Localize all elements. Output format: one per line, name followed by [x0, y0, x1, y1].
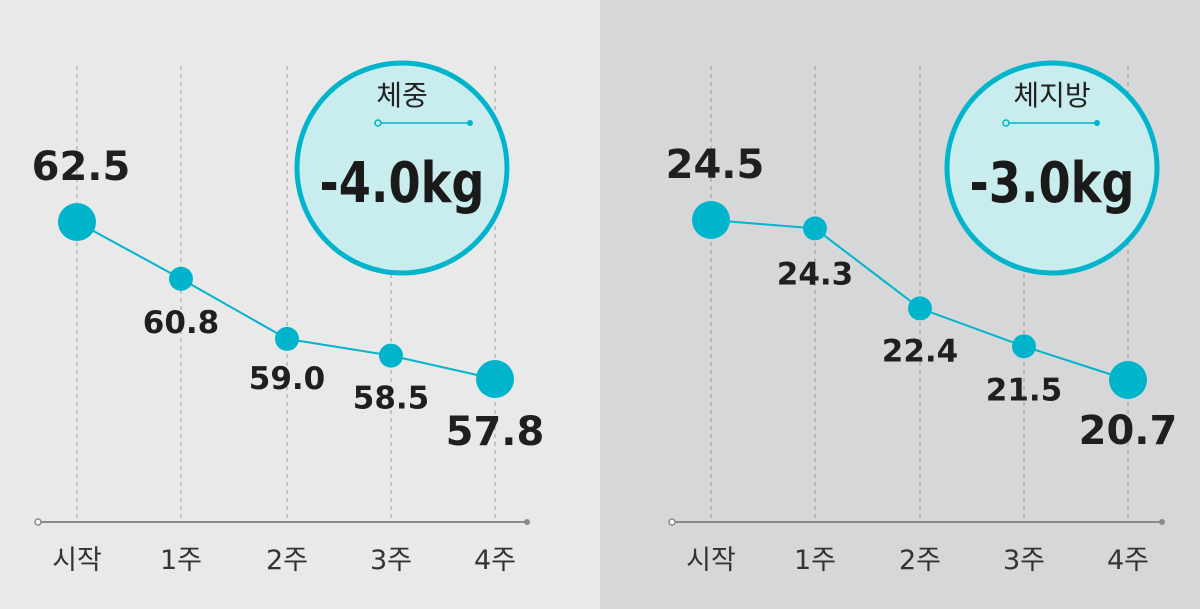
data-point	[692, 201, 730, 239]
x-axis-start-dot	[34, 518, 42, 526]
x-axis-end-dot	[524, 519, 530, 525]
badge-divider-end-dot	[1094, 120, 1100, 126]
body-fat-chart: 시작 1주 2주 3주 4주 24.5 24.3 22.4 21.5 20.7 체지방 -3.0kg	[666, 60, 1178, 576]
x-tick-label: 1주	[794, 545, 836, 576]
data-label: 62.5	[32, 144, 131, 190]
x-tick-label: 2주	[266, 545, 308, 576]
data-point	[803, 216, 827, 241]
badge-value: -3.0kg	[970, 151, 1135, 216]
badge-divider-start-dot	[374, 119, 382, 127]
data-label: 24.3	[777, 256, 854, 292]
badge-title: 체지방	[1013, 79, 1090, 112]
weight-chart: 시작 1주 2주 3주 4주 62.5 60.8 59.0 58.5 57.8 체중 -4.0kg	[32, 60, 545, 576]
x-tick-label: 3주	[1003, 545, 1045, 576]
x-tick-label: 시작	[686, 545, 736, 576]
data-point	[1109, 361, 1147, 399]
x-axis-end-dot	[1159, 519, 1165, 525]
data-label: 24.5	[666, 142, 765, 188]
badge-title: 체중	[376, 79, 428, 112]
x-axis-start-dot	[668, 518, 676, 526]
data-point	[1012, 334, 1036, 359]
data-label: 58.5	[353, 381, 430, 417]
x-tick-label: 3주	[370, 545, 412, 576]
x-tick-label: 시작	[52, 545, 102, 576]
data-point	[908, 296, 932, 321]
x-tick-label: 1주	[160, 545, 202, 576]
badge-divider-start-dot	[1002, 119, 1010, 127]
body-fat-chart-panel: 시작 1주 2주 3주 4주 24.5 24.3 22.4 21.5 20.7 체지방 -3.0kg	[600, 0, 1200, 609]
x-tick-label: 4주	[474, 545, 516, 576]
data-point	[169, 266, 193, 291]
x-tick-label: 2주	[899, 545, 941, 576]
data-point	[58, 203, 96, 241]
badge-value: -4.0kg	[320, 151, 485, 216]
data-label: 21.5	[986, 372, 1063, 408]
weight-chart-panel: 시작 1주 2주 3주 4주 62.5 60.8 59.0 58.5 57.8 체중 -4.0kg	[0, 0, 600, 609]
data-label: 20.7	[1079, 408, 1178, 454]
data-point	[379, 343, 403, 368]
data-label: 22.4	[882, 333, 959, 369]
badge-circle	[294, 60, 510, 276]
data-point	[476, 360, 514, 398]
data-label: 57.8	[446, 409, 545, 455]
data-label: 60.8	[143, 305, 220, 341]
data-label: 59.0	[249, 361, 326, 397]
badge-circle	[944, 60, 1160, 276]
x-tick-label: 4주	[1107, 545, 1149, 576]
data-point	[275, 326, 299, 351]
badge-divider-end-dot	[467, 120, 473, 126]
